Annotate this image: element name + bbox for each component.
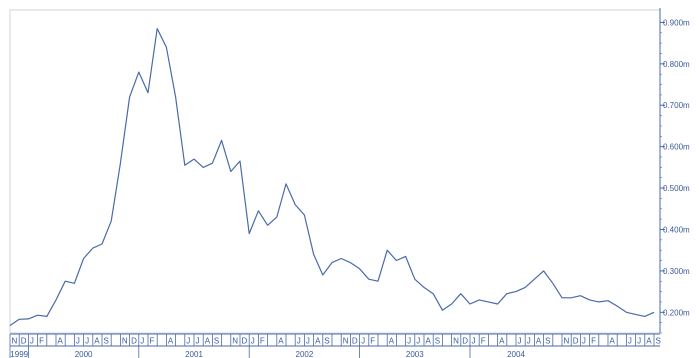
month-label: S <box>104 337 109 346</box>
month-label: S <box>435 337 440 346</box>
month-label: S <box>656 337 661 346</box>
month-label: J <box>407 337 411 346</box>
month-label: D <box>242 337 248 346</box>
series-layer <box>9 28 655 326</box>
year-label: 2000 <box>75 350 93 358</box>
month-label: N <box>564 337 570 346</box>
month-label: A <box>94 337 100 346</box>
month-label: D <box>131 337 137 346</box>
plot-frame <box>9 9 661 334</box>
month-label: J <box>416 337 420 346</box>
y-tick-label: 0.500m <box>663 184 690 193</box>
plot-border <box>9 9 661 334</box>
month-label: F <box>39 337 44 346</box>
month-label: J <box>582 337 586 346</box>
year-label: 2001 <box>185 350 203 358</box>
month-label: A <box>646 337 652 346</box>
month-label: N <box>232 337 238 346</box>
month-label: F <box>591 337 596 346</box>
month-label: F <box>481 337 486 346</box>
y-tick-label: 0.800m <box>663 60 690 69</box>
month-label: A <box>426 337 432 346</box>
month-label: J <box>628 337 632 346</box>
month-label: A <box>278 337 284 346</box>
month-label: D <box>21 337 27 346</box>
month-label: A <box>315 337 321 346</box>
month-label: J <box>140 337 144 346</box>
month-label: F <box>370 337 375 346</box>
month-label: A <box>536 337 542 346</box>
month-label: J <box>251 337 255 346</box>
year-label: 1999 <box>10 350 28 358</box>
y-tick-label: 0.700m <box>663 101 690 110</box>
month-label: N <box>122 337 128 346</box>
month-label: J <box>76 337 80 346</box>
month-label: J <box>30 337 34 346</box>
month-label: J <box>196 337 200 346</box>
month-label: A <box>58 337 64 346</box>
series-line <box>9 28 655 326</box>
month-label: J <box>472 337 476 346</box>
month-label: F <box>150 337 155 346</box>
year-label: 2002 <box>296 350 314 358</box>
month-label: S <box>545 337 550 346</box>
month-label: N <box>343 337 349 346</box>
year-label: 2004 <box>507 350 525 358</box>
month-label: A <box>499 337 505 346</box>
month-label: A <box>168 337 174 346</box>
month-label: J <box>297 337 301 346</box>
month-label: J <box>186 337 190 346</box>
y-tick-label: 0.300m <box>663 267 690 276</box>
month-label: D <box>352 337 358 346</box>
month-label: A <box>610 337 616 346</box>
month-label: J <box>306 337 310 346</box>
month-label: A <box>389 337 395 346</box>
month-label: D <box>462 337 468 346</box>
month-label: D <box>573 337 579 346</box>
month-label: F <box>260 337 265 346</box>
month-label: A <box>205 337 211 346</box>
y-axis: 0.200m 0.300m 0.400m 0.500m 0.600m 0.700m 0.80… <box>659 8 690 334</box>
month-label: S <box>214 337 219 346</box>
month-label: S <box>324 337 329 346</box>
month-label: N <box>12 337 18 346</box>
y-tick-label: 0.900m <box>663 18 690 27</box>
month-label: J <box>361 337 365 346</box>
y-tick-label: 0.200m <box>663 308 690 317</box>
month-label: N <box>453 337 459 346</box>
month-label: J <box>85 337 89 346</box>
month-label: J <box>637 337 641 346</box>
y-tick-label: 0.400m <box>663 225 690 234</box>
month-label: J <box>518 337 522 346</box>
year-label: 2003 <box>406 350 424 358</box>
y-tick-label: 0.600m <box>663 143 690 152</box>
month-label: J <box>527 337 531 346</box>
